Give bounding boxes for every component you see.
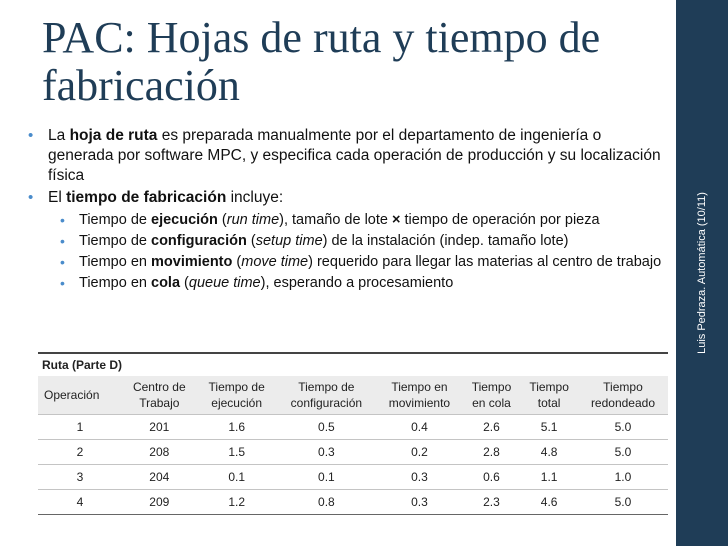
table-row: 1 201 1.6 0.5 0.4 2.6 5.1 5.0 [38,414,668,440]
routing-table: Ruta (Parte D) Operación Centro de Trabaj… [38,352,668,515]
bullet-dot-icon: • [60,254,65,270]
bullet-dot-icon: • [60,275,65,291]
header-tiempo-total: Tiempo total [520,376,578,415]
sub-bullet-movimiento: • Tiempo en movimiento (move time) reque… [60,254,662,270]
bullet-dot-icon: • [60,212,65,228]
table-header-row: Operación Centro de Trabajo Tiempo de ejec… [38,376,668,415]
table-caption-row: Ruta (Parte D) [38,353,668,376]
title-line-2: fabricación [42,61,240,110]
table-row: 3 204 0.1 0.1 0.3 0.6 1.1 1.0 [38,464,668,490]
table-row: 2 208 1.5 0.3 0.2 2.8 4.8 5.0 [38,439,668,465]
bullet-hoja-de-ruta: • La hoja de ruta es preparada manualmen… [28,127,661,184]
header-centro-trabajo: Centro de Trabajo [121,376,197,415]
header-tiempo-movimiento: Tiempo en movimiento [376,376,463,415]
title-line-1: PAC: Hojas de ruta y tiempo de [42,13,601,62]
times-sign: × [391,212,401,228]
bullet-list: • La hoja de ruta es preparada manualmen… [28,126,668,295]
header-tiempo-ejecucion: Tiempo de ejecución [196,376,277,415]
bullet-dot-icon: • [60,233,65,249]
bullet-dot-icon: • [28,127,34,144]
sub-bullet-configuracion: • Tiempo de configuración (setup time) d… [60,233,569,249]
sidebar-author-label: Luis Pedraza. Automática (10/11) [696,192,708,354]
table-caption: Ruta (Parte D) [42,358,123,372]
slide-title: PAC: Hojas de ruta y tiempo de fabricaci… [42,14,642,110]
sidebar: Luis Pedraza. Automática (10/11) [676,0,728,546]
routing-table-wrap: Ruta (Parte D) Operación Centro de Trabaj… [38,352,668,515]
sub-bullet-ejecucion: • Tiempo de ejecución (run time), tamaño… [60,212,600,228]
bullet-dot-icon: • [28,189,34,206]
term-tiempo-fabricacion: tiempo de fabricación [66,189,227,206]
header-tiempo-redondeado: Tiempo redondeado [577,376,668,415]
header-operacion: Operación [38,376,122,415]
sub-bullet-list: • Tiempo de ejecución (run time), tamaño… [48,211,668,293]
table-row: 4 209 1.2 0.8 0.3 2.3 4.6 5.0 [38,489,668,515]
sub-bullet-cola: • Tiempo en cola (queue time), esperando… [60,275,454,291]
header-tiempo-cola: Tiempo en cola [462,376,521,415]
term-hoja-de-ruta: hoja de ruta [69,127,158,144]
header-tiempo-configuracion: Tiempo de configuración [276,376,377,415]
bullet-tiempo-fabricacion: • El tiempo de fabricación incluye: • Ti… [28,188,668,293]
